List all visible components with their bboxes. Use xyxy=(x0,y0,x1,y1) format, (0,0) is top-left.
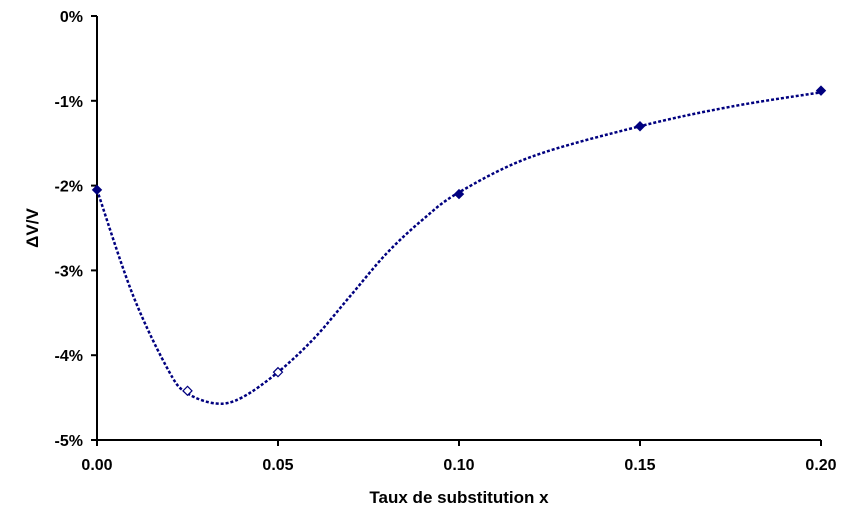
x-tick-label: 0.20 xyxy=(805,457,836,474)
data-point-filled-diamond xyxy=(91,184,103,196)
data-point-open-diamond xyxy=(182,385,193,397)
y-tick-label: -5% xyxy=(55,433,83,450)
x-tick-label: 0.05 xyxy=(262,457,293,474)
points-layer xyxy=(91,85,827,397)
y-axis-title: ΔV/V xyxy=(23,208,42,248)
x-tick-label: 0.10 xyxy=(443,457,474,474)
x-tick-label: 0.00 xyxy=(81,457,112,474)
data-point-filled-diamond xyxy=(453,188,465,200)
y-tick-label: -4% xyxy=(55,348,83,365)
y-tick-label: 0% xyxy=(60,9,83,26)
axes-layer xyxy=(96,16,821,441)
data-point-filled-diamond xyxy=(815,85,827,96)
data-point-open-diamond xyxy=(272,366,284,378)
x-tick-label: 0.15 xyxy=(624,457,655,474)
fit-curve-line xyxy=(95,91,822,405)
y-tick-label: -2% xyxy=(55,179,83,196)
fit-curve-layer xyxy=(95,91,822,405)
ticks-layer: 0% -1% -2% -3% -4% -5% 0.00 0.05 0.10 0.15 0.20 xyxy=(55,9,837,474)
x-axis-title: Taux de substitution x xyxy=(369,488,549,507)
y-tick-label: -3% xyxy=(55,263,83,280)
y-tick-label: -1% xyxy=(55,94,83,111)
data-point-filled-diamond xyxy=(634,121,646,132)
